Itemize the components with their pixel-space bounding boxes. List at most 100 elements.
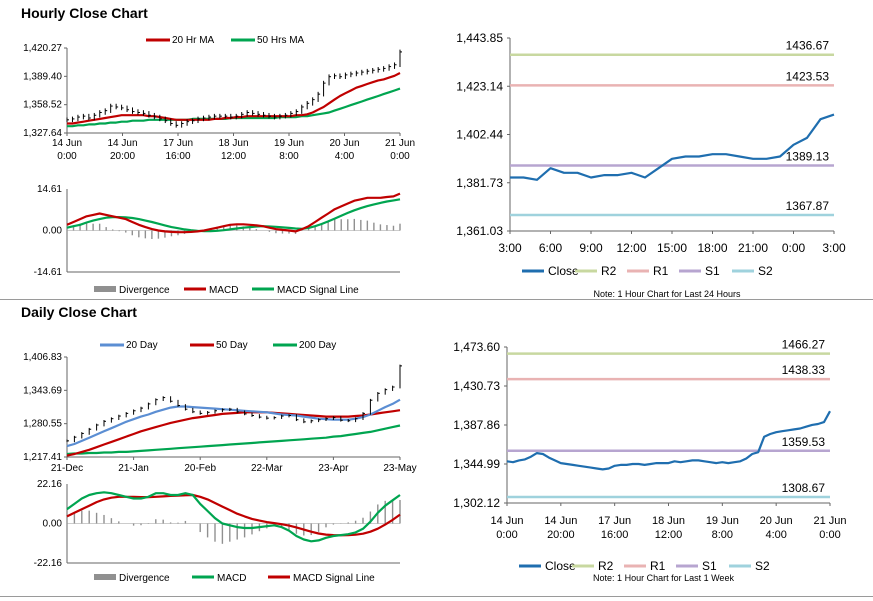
hourly-macd-legend-label: Divergence xyxy=(119,285,170,296)
daily-macd-y-tick-label: 22.16 xyxy=(37,479,62,490)
daily-macd-y-tick-label: 0.00 xyxy=(43,519,63,530)
hourly-price-y-tick-label: 1,327.64 xyxy=(23,128,62,139)
daily-macd-macd-line xyxy=(66,491,401,543)
daily-price-legend-label: 20 Day xyxy=(126,340,158,351)
daily-levels-legend-label: R1 xyxy=(650,559,666,573)
daily-levels-x-tick-label: 14 Jun xyxy=(490,515,523,527)
daily-levels-x-tick-label: 21 Jun xyxy=(813,515,846,527)
hourly-levels-y-tick-label: 1,361.03 xyxy=(456,224,503,238)
daily-levels-x-tick-label: 17 Jun xyxy=(598,515,631,527)
daily-levels-x-tick-label: 18 Jun xyxy=(652,515,685,527)
daily-price-y-tick-label: 1,406.83 xyxy=(23,352,62,363)
hourly-price-x-tick-label: 0:00 xyxy=(390,151,410,162)
daily-levels-level-s2-label: 1308.67 xyxy=(782,481,826,495)
daily-macd-legend-swatch xyxy=(94,574,116,580)
hourly-levels-x-tick-label: 15:00 xyxy=(657,241,687,255)
daily-levels-y-tick-label: 1,344.99 xyxy=(453,457,500,471)
hourly-levels-x-tick-label: 18:00 xyxy=(697,241,727,255)
hourly-macd-legend-swatch xyxy=(94,286,116,292)
daily-levels-y-tick-label: 1,473.60 xyxy=(453,340,500,354)
hourly-levels-legend-label: S2 xyxy=(758,264,773,278)
hourly-macd-signal-line xyxy=(66,198,401,233)
daily-levels-x-tick-label: 19 Jun xyxy=(706,515,739,527)
hourly-levels-x-tick-label: 3:00 xyxy=(498,241,522,255)
hourly-price-legend-label: 50 Hrs MA xyxy=(257,35,305,46)
section-divider xyxy=(0,299,873,300)
daily-levels-x-tick-label: 20 Jun xyxy=(760,515,793,527)
daily-price-ma50-line xyxy=(66,409,401,457)
daily-levels-legend-label: Close xyxy=(545,559,576,573)
daily-macd-legend-label: MACD xyxy=(217,573,246,584)
hourly-price-y-tick-label: 1,389.40 xyxy=(23,71,62,82)
daily-price-x-tick-label: 22-Mar xyxy=(251,463,283,474)
hourly-levels-legend-label: Close xyxy=(548,264,579,278)
daily-price-legend-label: 200 Day xyxy=(299,340,336,351)
bottom-divider xyxy=(0,596,873,597)
hourly-price-legend-label: 20 Hr MA xyxy=(172,35,215,46)
daily-levels-legend-label: S2 xyxy=(755,559,770,573)
daily-levels-y-tick-label: 1,430.73 xyxy=(453,379,500,393)
hourly-levels-x-tick-label: 0:00 xyxy=(782,241,806,255)
daily-price-y-tick-label: 1,343.69 xyxy=(23,385,62,396)
hourly-macd-y-tick-label: -14.61 xyxy=(34,267,63,278)
hourly-price-x-tick-label: 4:00 xyxy=(335,151,355,162)
hourly-levels-y-tick-label: 1,402.44 xyxy=(456,128,503,142)
hourly-price-y-tick-label: 1,358.52 xyxy=(23,100,62,111)
hourly-price-x-tick-label: 14 Jun xyxy=(107,138,137,149)
hourly-levels-y-tick-label: 1,443.85 xyxy=(456,31,503,45)
hourly-price-ma20-line xyxy=(67,72,401,125)
hourly-levels-x-tick-label: 3:00 xyxy=(822,241,846,255)
daily-price-ma20-line xyxy=(66,398,401,448)
hourly-levels-x-tick-label: 6:00 xyxy=(539,241,563,255)
daily-levels-x-tick-label: 0:00 xyxy=(819,529,840,541)
hourly-levels-note: Note: 1 Hour Chart for Last 24 Hours xyxy=(593,289,741,299)
daily-levels-y-tick-label: 1,302.12 xyxy=(453,496,500,510)
hourly-price-x-tick-label: 8:00 xyxy=(279,151,299,162)
hourly-macd-macd-line xyxy=(66,192,401,234)
hourly-levels-close-line xyxy=(510,113,835,181)
daily-levels-x-tick-label: 12:00 xyxy=(655,529,683,541)
hourly-macd-legend-label: MACD Signal Line xyxy=(277,285,359,296)
daily-levels-legend-label: R2 xyxy=(598,559,614,573)
hourly-levels-level-s2-label: 1367.87 xyxy=(786,199,830,213)
hourly-price-x-tick-label: 0:00 xyxy=(57,151,77,162)
daily-levels-x-tick-label: 8:00 xyxy=(712,529,733,541)
hourly-price-x-tick-label: 18 Jun xyxy=(218,138,248,149)
daily-levels-x-tick-label: 16:00 xyxy=(601,529,629,541)
daily-macd-y-tick-label: -22.16 xyxy=(34,558,63,569)
daily-levels-x-tick-label: 20:00 xyxy=(547,529,575,541)
hourly-levels-level-s1-label: 1389.13 xyxy=(786,150,830,164)
daily-macd-legend-label: Divergence xyxy=(119,573,170,584)
daily-price-x-tick-label: 20-Feb xyxy=(184,463,216,474)
hourly-levels-x-tick-label: 21:00 xyxy=(738,241,768,255)
daily-macd-legend-label: MACD Signal Line xyxy=(293,573,375,584)
hourly-section-title: Hourly Close Chart xyxy=(21,5,148,21)
hourly-macd-y-tick-label: 14.61 xyxy=(37,184,62,195)
daily-levels-level-r2-label: 1466.27 xyxy=(782,338,826,352)
hourly-levels-x-tick-label: 9:00 xyxy=(579,241,603,255)
daily-macd-signal-line xyxy=(66,493,401,537)
hourly-levels-level-r1-label: 1423.53 xyxy=(786,69,830,83)
hourly-macd-legend-label: MACD xyxy=(209,285,238,296)
hourly-levels-legend-label: R2 xyxy=(601,264,617,278)
daily-price-legend-label: 50 Day xyxy=(216,340,248,351)
hourly-price-x-tick-label: 16:00 xyxy=(165,151,190,162)
daily-levels-legend-label: S1 xyxy=(702,559,717,573)
daily-levels-y-tick-label: 1,387.86 xyxy=(453,418,500,432)
daily-levels-close-line xyxy=(506,410,831,471)
daily-price-ma200-line xyxy=(66,424,401,456)
hourly-price-x-tick-label: 20 Jun xyxy=(329,138,359,149)
daily-levels-level-s1-label: 1359.53 xyxy=(782,435,826,449)
hourly-levels-y-tick-label: 1,381.73 xyxy=(456,176,503,190)
daily-levels-x-tick-label: 14 Jun xyxy=(544,515,577,527)
daily-levels-x-tick-label: 4:00 xyxy=(765,529,786,541)
daily-levels-level-r1-label: 1438.33 xyxy=(782,363,826,377)
daily-price-x-tick-label: 23-May xyxy=(383,463,416,474)
hourly-levels-legend-label: S1 xyxy=(705,264,720,278)
daily-price-x-tick-label: 21-Jan xyxy=(118,463,149,474)
hourly-levels-legend-label: R1 xyxy=(653,264,669,278)
hourly-levels-y-tick-label: 1,423.14 xyxy=(456,79,503,93)
hourly-price-x-tick-label: 17 Jun xyxy=(163,138,193,149)
hourly-levels-level-r2-label: 1436.67 xyxy=(786,39,830,53)
